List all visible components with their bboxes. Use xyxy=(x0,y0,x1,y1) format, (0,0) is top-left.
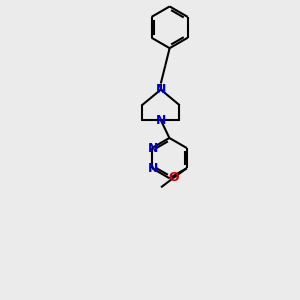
Text: N: N xyxy=(148,142,158,154)
Text: N: N xyxy=(156,114,166,127)
Text: O: O xyxy=(168,172,178,184)
Text: N: N xyxy=(148,162,158,175)
Text: N: N xyxy=(156,83,166,96)
